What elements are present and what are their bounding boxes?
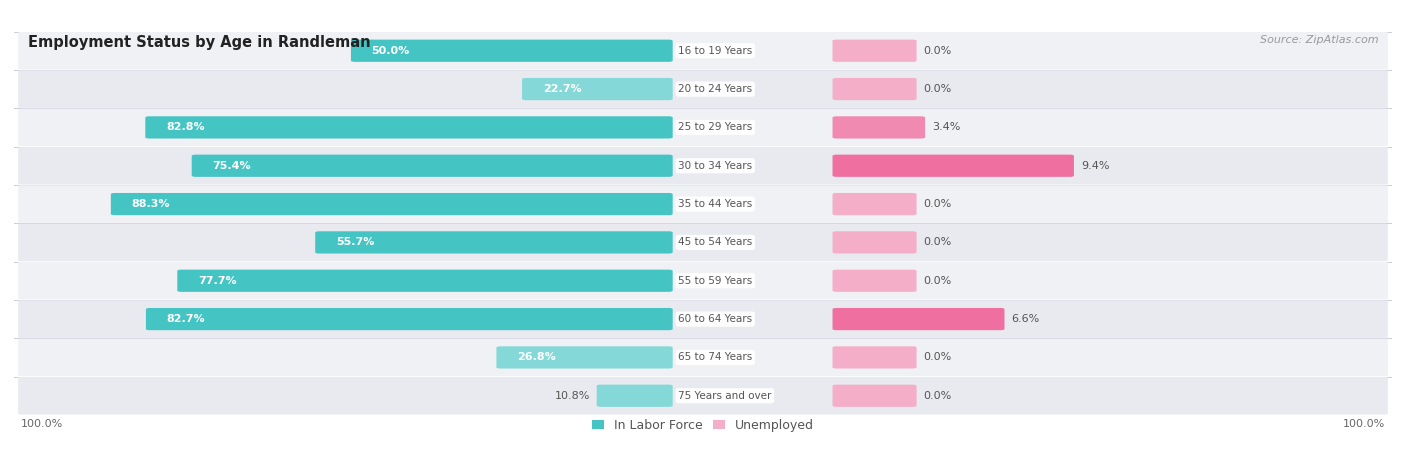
FancyBboxPatch shape xyxy=(18,262,1388,299)
FancyBboxPatch shape xyxy=(522,78,672,100)
Text: 88.3%: 88.3% xyxy=(132,199,170,209)
FancyBboxPatch shape xyxy=(177,270,672,292)
Text: 3.4%: 3.4% xyxy=(932,122,960,133)
Text: 77.7%: 77.7% xyxy=(198,276,236,286)
Text: Employment Status by Age in Randleman: Employment Status by Age in Randleman xyxy=(28,36,370,51)
FancyBboxPatch shape xyxy=(832,78,917,100)
FancyBboxPatch shape xyxy=(18,32,1388,69)
FancyBboxPatch shape xyxy=(18,377,1388,414)
FancyBboxPatch shape xyxy=(191,155,672,177)
FancyBboxPatch shape xyxy=(596,385,672,407)
FancyBboxPatch shape xyxy=(18,185,1388,223)
Text: 0.0%: 0.0% xyxy=(924,46,952,56)
FancyBboxPatch shape xyxy=(832,116,925,138)
Text: 6.6%: 6.6% xyxy=(1011,314,1039,324)
Text: Source: ZipAtlas.com: Source: ZipAtlas.com xyxy=(1260,36,1378,46)
Text: 35 to 44 Years: 35 to 44 Years xyxy=(678,199,752,209)
Text: 0.0%: 0.0% xyxy=(924,391,952,401)
Text: 50.0%: 50.0% xyxy=(371,46,411,56)
Text: 65 to 74 Years: 65 to 74 Years xyxy=(678,352,752,363)
FancyBboxPatch shape xyxy=(18,224,1388,261)
Text: 10.8%: 10.8% xyxy=(554,391,591,401)
Text: 0.0%: 0.0% xyxy=(924,237,952,248)
Text: 20 to 24 Years: 20 to 24 Years xyxy=(678,84,752,94)
Text: 0.0%: 0.0% xyxy=(924,199,952,209)
Legend: In Labor Force, Unemployed: In Labor Force, Unemployed xyxy=(592,419,814,432)
Text: 22.7%: 22.7% xyxy=(543,84,582,94)
FancyBboxPatch shape xyxy=(18,339,1388,376)
Text: 45 to 54 Years: 45 to 54 Years xyxy=(678,237,752,248)
FancyBboxPatch shape xyxy=(18,109,1388,146)
Text: 82.7%: 82.7% xyxy=(167,314,205,324)
FancyBboxPatch shape xyxy=(832,346,917,368)
Text: 75.4%: 75.4% xyxy=(212,161,252,171)
Text: 82.8%: 82.8% xyxy=(166,122,205,133)
FancyBboxPatch shape xyxy=(18,70,1388,108)
Text: 60 to 64 Years: 60 to 64 Years xyxy=(678,314,752,324)
Text: 25 to 29 Years: 25 to 29 Years xyxy=(678,122,752,133)
Text: 55.7%: 55.7% xyxy=(336,237,374,248)
Text: 0.0%: 0.0% xyxy=(924,352,952,363)
Text: 55 to 59 Years: 55 to 59 Years xyxy=(678,276,752,286)
Text: 16 to 19 Years: 16 to 19 Years xyxy=(678,46,752,56)
FancyBboxPatch shape xyxy=(146,308,672,330)
FancyBboxPatch shape xyxy=(832,40,917,62)
Text: 26.8%: 26.8% xyxy=(517,352,555,363)
Text: 100.0%: 100.0% xyxy=(21,419,63,429)
FancyBboxPatch shape xyxy=(18,147,1388,184)
Text: 75 Years and over: 75 Years and over xyxy=(678,391,772,401)
Text: 0.0%: 0.0% xyxy=(924,84,952,94)
FancyBboxPatch shape xyxy=(145,116,672,138)
FancyBboxPatch shape xyxy=(832,231,917,253)
FancyBboxPatch shape xyxy=(832,270,917,292)
Text: 9.4%: 9.4% xyxy=(1081,161,1109,171)
FancyBboxPatch shape xyxy=(315,231,672,253)
FancyBboxPatch shape xyxy=(832,308,1004,330)
FancyBboxPatch shape xyxy=(832,155,1074,177)
FancyBboxPatch shape xyxy=(832,193,917,215)
Text: 30 to 34 Years: 30 to 34 Years xyxy=(678,161,752,171)
FancyBboxPatch shape xyxy=(496,346,672,368)
FancyBboxPatch shape xyxy=(18,300,1388,338)
FancyBboxPatch shape xyxy=(111,193,672,215)
FancyBboxPatch shape xyxy=(832,385,917,407)
FancyBboxPatch shape xyxy=(352,40,672,62)
Text: 0.0%: 0.0% xyxy=(924,276,952,286)
Text: 100.0%: 100.0% xyxy=(1343,419,1385,429)
